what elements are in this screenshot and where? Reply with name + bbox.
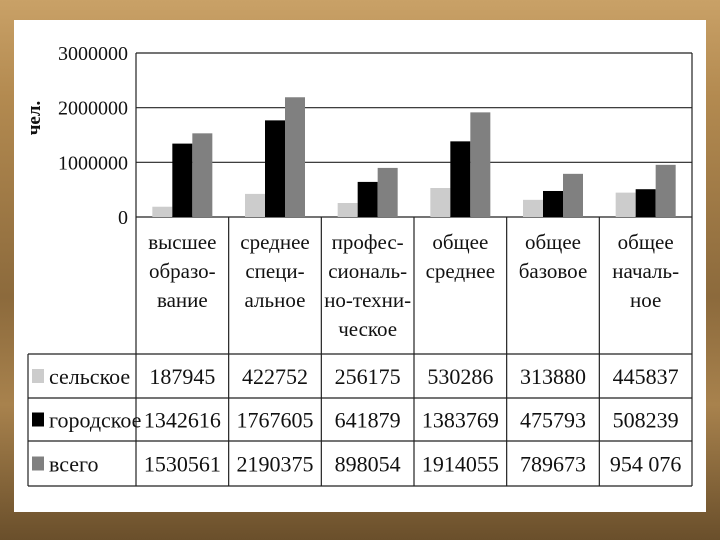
bar-городское — [357, 181, 378, 217]
data-label: 475793 — [520, 408, 586, 433]
category-label: альное — [245, 288, 306, 312]
y-axis-label: чел. — [24, 101, 45, 136]
chart: 0 1000000 2000000 3000000 чел. высшее образо-в… — [24, 43, 693, 487]
bar-городское — [265, 120, 285, 217]
legend-swatch — [32, 369, 44, 383]
category-label: образо- — [149, 259, 216, 283]
chart-panel: 0 1000000 2000000 3000000 чел. высшее образо-в… — [14, 20, 706, 512]
legend-label: городское — [49, 408, 141, 433]
category-label: специ- — [245, 259, 304, 283]
data-label: 445837 — [613, 364, 679, 389]
data-label: 789673 — [520, 452, 586, 477]
category-label: ное — [630, 288, 661, 312]
data-label: 530286 — [427, 364, 493, 389]
bar-всего — [470, 112, 491, 217]
data-label: 898054 — [335, 452, 401, 477]
legend-swatch — [32, 456, 44, 471]
y-tick-label: 1000000 — [58, 152, 128, 174]
bar-сельское — [523, 199, 543, 217]
y-tick-label: 2000000 — [58, 98, 128, 120]
category-label: профес- — [332, 230, 404, 254]
bar-сельское — [337, 202, 358, 217]
bar-сельское — [615, 192, 636, 217]
bar-всего — [655, 164, 676, 217]
data-label: 954 076 — [610, 452, 682, 477]
data-label: 641879 — [335, 408, 401, 433]
data-label: 313880 — [520, 364, 586, 389]
legend-label: сельское — [49, 364, 130, 389]
bar-городское — [450, 141, 471, 217]
data-label: 508239 — [613, 408, 679, 433]
category-label: общее — [618, 230, 674, 254]
bar-городское — [635, 189, 656, 217]
bar-всего — [192, 133, 213, 217]
y-tick-label: 0 — [118, 207, 128, 229]
data-label: 422752 — [242, 364, 308, 389]
bar-всего — [377, 167, 398, 217]
legend-label: всего — [49, 452, 99, 477]
category-label: базовое — [519, 259, 588, 283]
bar-всего — [285, 97, 305, 217]
data-label: 1383769 — [422, 408, 499, 433]
bar-городское — [172, 143, 193, 217]
category-label: сиональ- — [328, 259, 407, 283]
bar-городское — [543, 190, 563, 217]
category-label: вание — [157, 288, 208, 312]
data-label: 1530561 — [144, 452, 221, 477]
data-label: 1342616 — [144, 408, 221, 433]
category-label: общее — [432, 230, 488, 254]
category-label: среднее — [426, 259, 495, 283]
data-label: 256175 — [335, 364, 401, 389]
category-label: высшее — [148, 230, 216, 254]
bar-сельское — [245, 193, 265, 217]
bar-сельское — [430, 188, 451, 217]
bar-всего — [563, 173, 583, 217]
data-label: 1914055 — [422, 452, 499, 477]
category-label: началь- — [612, 259, 679, 283]
category-label: но-техни- — [324, 288, 411, 312]
category-label: ческое — [338, 317, 397, 341]
bar-сельское — [152, 206, 173, 217]
data-label: 1767605 — [237, 408, 314, 433]
category-label: общее — [525, 230, 581, 254]
legend-swatch — [32, 412, 44, 427]
category-label: среднее — [240, 230, 309, 254]
y-tick-label: 3000000 — [58, 43, 128, 65]
data-label: 187945 — [149, 364, 215, 389]
data-label: 2190375 — [237, 452, 314, 477]
